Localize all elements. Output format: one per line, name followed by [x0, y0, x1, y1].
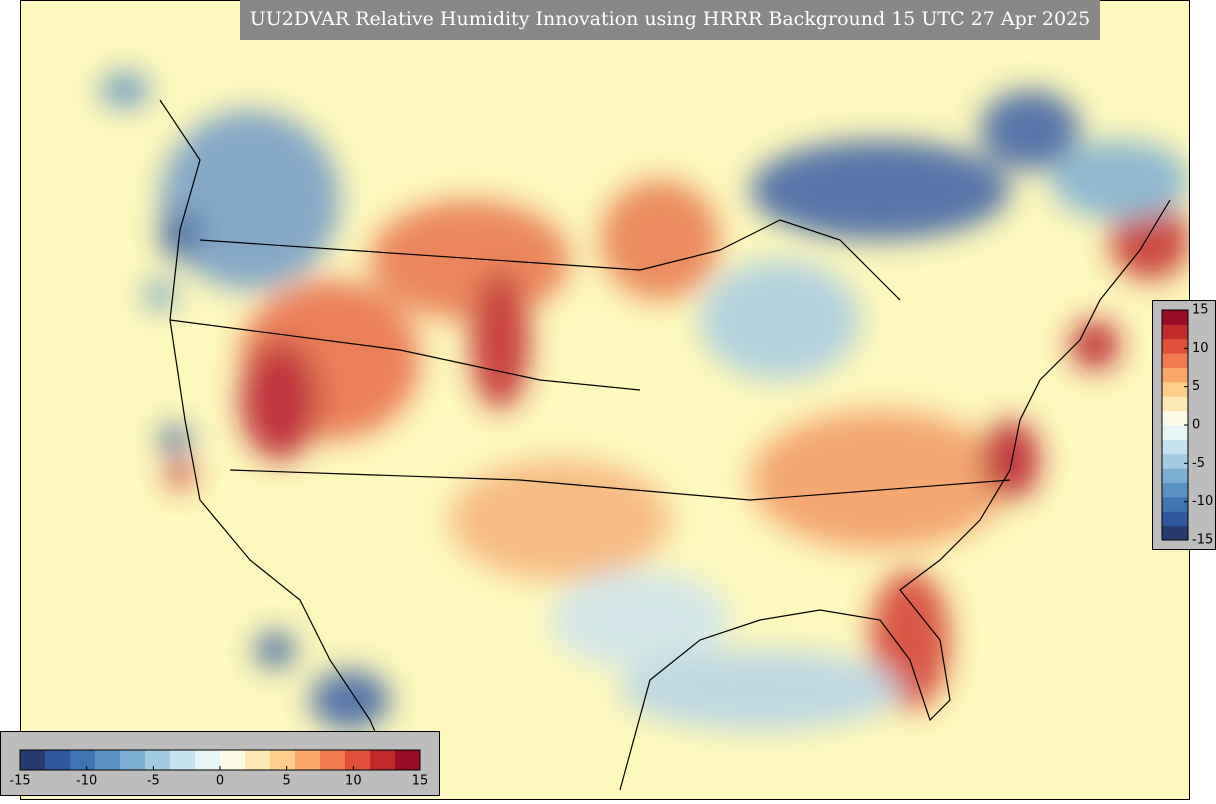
colorbar-tick-label: -15	[1192, 533, 1213, 548]
colorbar-segment	[270, 750, 296, 770]
title-box	[240, 0, 1100, 40]
colorbar-tick-label: 10	[1192, 341, 1209, 356]
colorbar-segment	[1162, 324, 1188, 340]
colorbar-segment	[1162, 439, 1188, 455]
colorbar-segment	[1162, 482, 1188, 498]
colorbar-segment	[295, 750, 321, 770]
colorbar-tick-label: -5	[1192, 456, 1205, 471]
colorbar-segment	[1162, 338, 1188, 354]
colorbar-segment	[1162, 396, 1188, 412]
colorbar-segment	[1162, 381, 1188, 397]
colorbar-segment	[220, 750, 246, 770]
colorbar-tick-label: 0	[216, 774, 224, 789]
colorbar-segment	[395, 750, 421, 770]
colorbar-segment	[1162, 310, 1188, 325]
colorbar-segment	[1162, 453, 1188, 469]
colorbar-tick-label: -10	[1192, 494, 1213, 509]
colorbar-tick-label: -5	[147, 774, 160, 789]
colorbar-segment	[45, 750, 71, 770]
colorbar-segment	[1162, 353, 1188, 368]
colorbar-segment	[1162, 367, 1188, 383]
colorbar-segment	[95, 750, 121, 770]
colorbar-segment	[145, 750, 171, 770]
colorbar-segment	[345, 750, 371, 770]
colorbar-segment	[1162, 496, 1188, 512]
colorbar-segment	[1162, 410, 1188, 426]
colorbar-segment	[1162, 511, 1188, 527]
colorbar-segment	[195, 750, 221, 770]
map-field	[20, 0, 1190, 800]
colorbar-segment	[320, 750, 346, 770]
colorbar-tick-label: 15	[412, 774, 429, 789]
colorbar-tick-label: 10	[345, 774, 362, 789]
colorbar-segment	[70, 750, 96, 770]
colorbar-segment	[170, 750, 196, 770]
colorbar-tick-label: -10	[76, 774, 97, 789]
colorbar-segment	[1162, 425, 1188, 440]
colorbar-tick-label: 5	[1192, 379, 1200, 394]
map-title: UU2DVAR Relative Humidity Innovation usi…	[250, 8, 1091, 30]
colorbar-segment	[120, 750, 146, 770]
colorbar-tick-label: 15	[1192, 303, 1209, 318]
colorbar-tick-label: 5	[283, 774, 291, 789]
colorbar-tick-label: -15	[9, 774, 30, 789]
colorbar-segment	[370, 750, 396, 770]
colorbar-segment	[245, 750, 271, 770]
colorbar-segment	[20, 750, 46, 770]
colorbar-segment	[1162, 468, 1188, 483]
colorbar-tick-label: 0	[1192, 418, 1200, 433]
colorbar-segment	[1162, 525, 1188, 541]
